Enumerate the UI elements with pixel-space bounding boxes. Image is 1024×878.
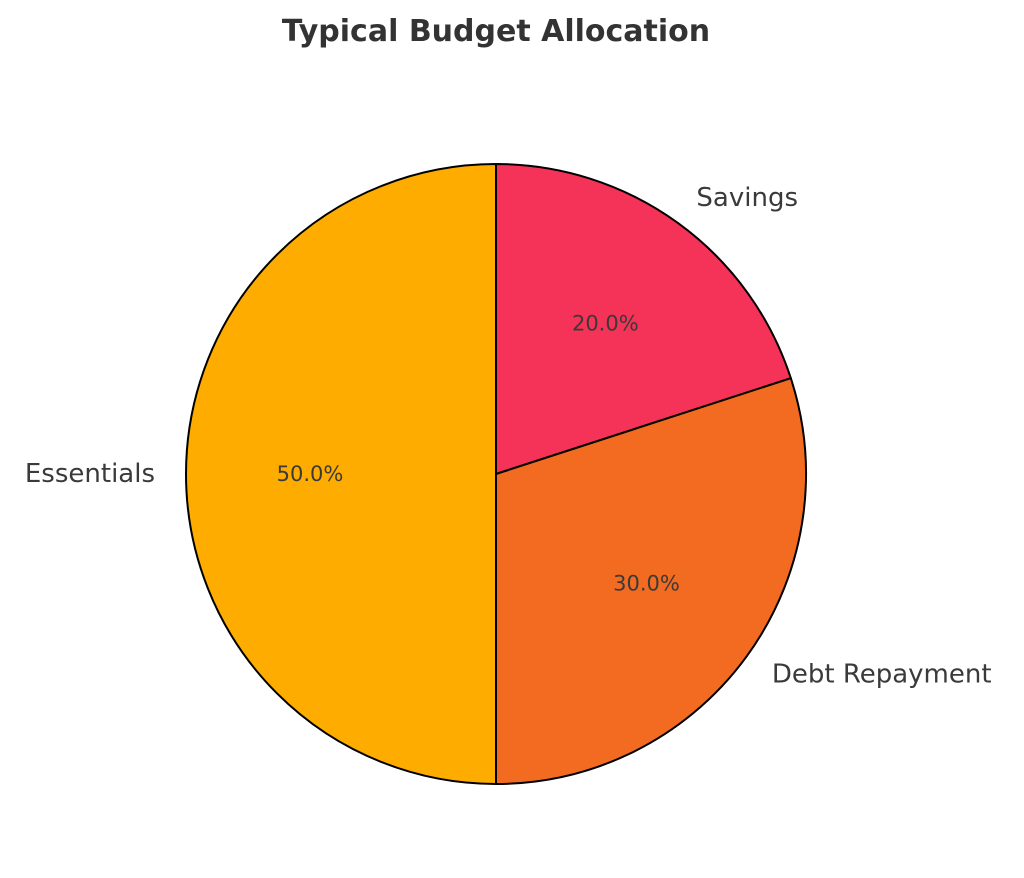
percent-labels: 20.0% 30.0% 50.0% <box>277 312 680 596</box>
pie-slice-savings <box>495 163 792 475</box>
slice-label-debt-repayment: Debt Repayment <box>772 659 992 689</box>
slice-labels: Savings Debt Repayment Essentials <box>25 183 992 689</box>
pie-slices <box>185 163 807 785</box>
slice-label-essentials: Essentials <box>25 459 155 489</box>
chart-title: Typical Budget Allocation <box>282 14 710 49</box>
pie-slice-essentials <box>185 163 497 785</box>
percent-label-debt-repayment: 30.0% <box>613 571 680 595</box>
percent-label-savings: 20.0% <box>572 312 639 336</box>
slice-label-savings: Savings <box>696 183 798 213</box>
pie-slice-debt-repayment <box>495 377 807 785</box>
percent-label-essentials: 50.0% <box>277 462 344 486</box>
